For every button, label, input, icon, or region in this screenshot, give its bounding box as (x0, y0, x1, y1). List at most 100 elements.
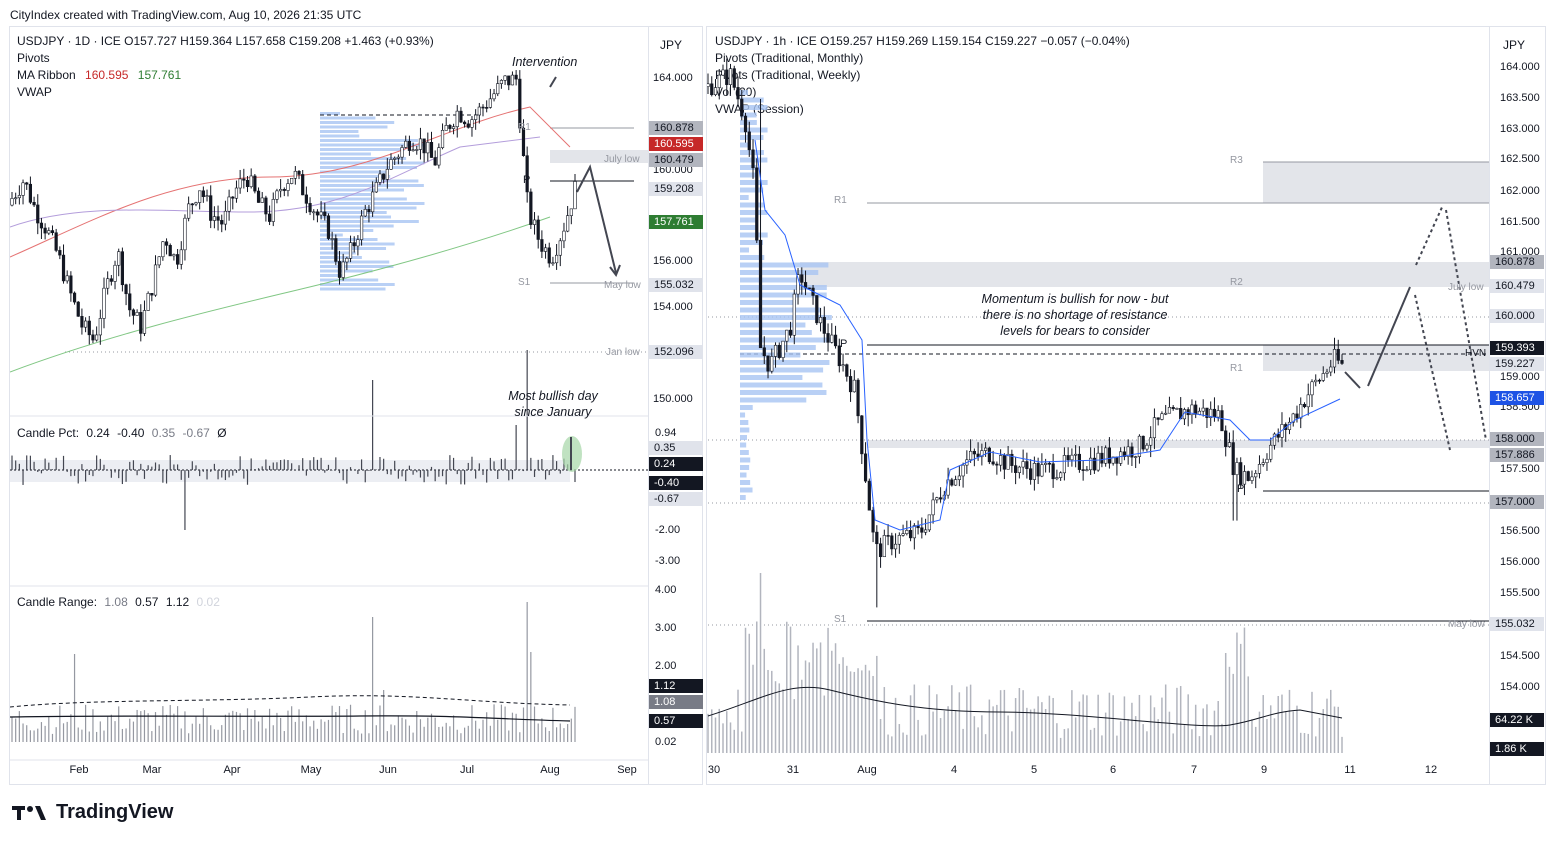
candle-body (1107, 447, 1112, 464)
candle-body (732, 68, 736, 88)
right-indicator-volume[interactable]: Vol (20) (715, 85, 757, 99)
candle-body (717, 74, 721, 88)
candle-body (1040, 464, 1044, 477)
candle-body (429, 141, 434, 158)
candle-body (555, 254, 559, 264)
candle-body (1134, 456, 1138, 458)
candle-body (969, 450, 973, 461)
right-indicator-pivots-weekly[interactable]: Pivots (Traditional, Weekly) (715, 68, 861, 82)
candle-body (496, 83, 500, 95)
ma-green-line (10, 216, 551, 373)
pct-tick: 0.94 (655, 427, 677, 439)
candle-body (558, 240, 562, 256)
left-indicator-ma-ribbon[interactable]: MA Ribbon 160.595 157.761 (17, 68, 182, 82)
volume-profile-bar (740, 457, 751, 463)
left-indicator-pivots[interactable]: Pivots (17, 51, 50, 65)
right-r2-label: R2 (1230, 277, 1243, 288)
candle-body (253, 175, 257, 192)
volume-profile-bar (740, 352, 801, 358)
volume-profile-bar (740, 210, 768, 215)
candle-body (378, 173, 382, 183)
candle-range-legend[interactable]: Candle Range: 1.08 0.57 1.12 0.02 (17, 595, 220, 609)
candle-body (242, 178, 246, 181)
candle-body (348, 242, 353, 259)
left-price-tag: 159.208 (649, 182, 703, 196)
candle-body (773, 344, 778, 357)
right-price-tick: 162.000 (1500, 185, 1540, 197)
candle-body (991, 461, 995, 465)
candle-body (743, 115, 748, 133)
candle-body (315, 211, 320, 216)
candle-body (83, 320, 88, 328)
candle-body (1096, 452, 1100, 471)
candle-body (47, 230, 51, 234)
candle-body (323, 211, 327, 217)
volume-profile-bar (740, 307, 822, 313)
left-x-tick: Feb (69, 764, 89, 776)
candle-body (76, 301, 80, 317)
left-symbol-title[interactable]: USDJPY · 1D · ICE O157.727 H159.364 L157… (17, 34, 434, 48)
candle-body (359, 215, 364, 240)
candle-body (736, 87, 740, 100)
left-indicator-vwap[interactable]: VWAP (17, 85, 52, 99)
candle-body (893, 543, 898, 550)
range-tick: 3.00 (655, 622, 677, 634)
right-indicator-pivots-monthly[interactable]: Pivots (Traditional, Monthly) (715, 51, 864, 65)
candle-body (220, 220, 224, 225)
candle-body (1122, 451, 1127, 457)
left-x-tick: Apr (223, 764, 241, 776)
volume-profile-bar (740, 142, 749, 148)
volume-profile-bar (320, 229, 374, 232)
volume-profile-bar (740, 97, 764, 103)
right-price-tag: 160.479 (1490, 279, 1544, 293)
candle-body (1152, 417, 1157, 439)
momentum-note: Momentum is bullish for now - but there … (981, 292, 1169, 338)
candle-body (710, 83, 714, 96)
volume-profile-bar (740, 390, 827, 395)
candle-body (279, 189, 283, 192)
candle-body (135, 312, 139, 316)
candle-body (275, 190, 279, 200)
left-chart-pane[interactable] (9, 26, 703, 785)
candle-body (260, 197, 264, 203)
bearish-arrowhead (609, 264, 621, 278)
candle-body (201, 190, 205, 197)
candle-body (54, 232, 58, 251)
candle-body (65, 275, 69, 282)
candle-body (728, 68, 733, 85)
volume-profile-bar (320, 116, 376, 120)
volume-profile-bar (320, 170, 388, 174)
volume-profile-bar (740, 165, 757, 170)
candle-body (337, 261, 342, 278)
candle-body (172, 254, 176, 257)
bearish-arrow-2 (1445, 209, 1487, 441)
candle-pct-legend[interactable]: Candle Pct: 0.24 -0.40 0.35 -0.67 Ø (17, 426, 227, 440)
candle-body (308, 203, 312, 213)
candle-body (1325, 371, 1329, 374)
tradingview-logo-icon (12, 805, 46, 820)
candle-body (1044, 462, 1048, 465)
candle-body (848, 376, 853, 393)
candle-body (1269, 444, 1273, 460)
left-x-tick: Sep (617, 764, 637, 776)
candle-body (1081, 469, 1085, 471)
candle-body (396, 156, 400, 159)
bullish-arrow-1 (1367, 286, 1411, 387)
left-price-tick: 150.000 (653, 393, 693, 405)
volume-profile-bar (740, 420, 749, 425)
volume-profile-bar (740, 262, 829, 268)
candle-body (91, 334, 95, 341)
right-chart-pane[interactable] (706, 26, 1546, 785)
left-x-tick: Mar (142, 764, 162, 776)
candle-body (1336, 349, 1340, 361)
candle-body (463, 121, 467, 125)
candle-body (1227, 442, 1232, 447)
candle-body (1250, 476, 1254, 481)
right-symbol-title[interactable]: USDJPY · 1h · ICE O159.257 H159.269 L159… (715, 34, 1130, 48)
tradingview-brand[interactable]: TradingView (12, 801, 173, 824)
candle-body (1314, 379, 1318, 383)
right-price-tag: 157.000 (1490, 495, 1544, 509)
candle-body (1175, 408, 1179, 410)
volume-profile-bar (320, 287, 386, 291)
candle-body (109, 278, 113, 282)
